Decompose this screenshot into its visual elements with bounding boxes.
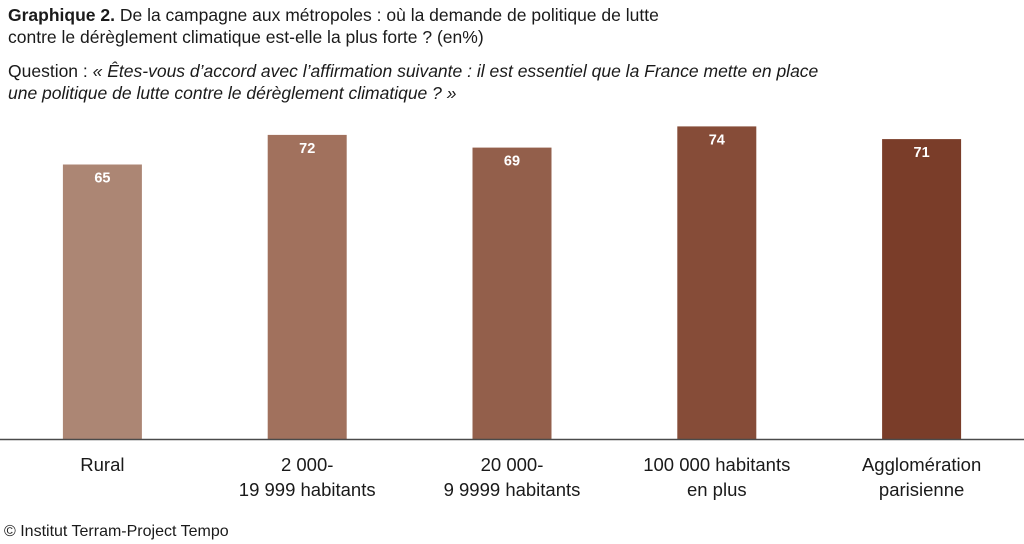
- question-line-2: une politique de lutte contre le dérègle…: [8, 83, 457, 103]
- bar-value-label-2: 72: [299, 141, 315, 157]
- question-line-1: « Êtes-vous d’accord avec l’affirmation …: [92, 61, 819, 81]
- source-credit: © Institut Terram-Project Tempo: [4, 523, 229, 540]
- bar-2: [267, 134, 347, 439]
- chart-title-line-1: De la campagne aux métropoles : où la de…: [119, 5, 659, 25]
- chart-title-prefix: Graphique 2.: [8, 5, 115, 25]
- bar-value-label-4: 74: [709, 132, 725, 148]
- category-label-4: 100 000 habitants en plus: [643, 454, 790, 500]
- question-prefix: Question :: [8, 61, 93, 81]
- bar-4: [677, 126, 757, 440]
- chart-title: Graphique 2. De la campagne aux métropol…: [8, 4, 1008, 48]
- bar-value-label-5: 71: [914, 145, 930, 161]
- bar-3: [472, 147, 552, 439]
- category-label-2: 2 000-19 999 habitants: [239, 454, 376, 500]
- bar-value-label-3: 69: [504, 154, 520, 170]
- bar-1: [62, 164, 142, 439]
- category-label-5: Agglomération parisienne: [862, 454, 981, 500]
- bar-chart: 65 Rural 72 2 000-19 999 habitants 69 20 000-…: [0, 126, 1024, 500]
- chart-title-line-2: contre le dérèglement climatique est-ell…: [8, 27, 484, 47]
- survey-question: Question : « Êtes-vous d’accord avec l’a…: [8, 60, 1018, 104]
- bar-5: [882, 139, 962, 439]
- category-label-1: Rural: [80, 454, 124, 475]
- category-label-3: 20 000-9 9999 habitants: [444, 454, 581, 500]
- bar-value-label-1: 65: [94, 171, 110, 187]
